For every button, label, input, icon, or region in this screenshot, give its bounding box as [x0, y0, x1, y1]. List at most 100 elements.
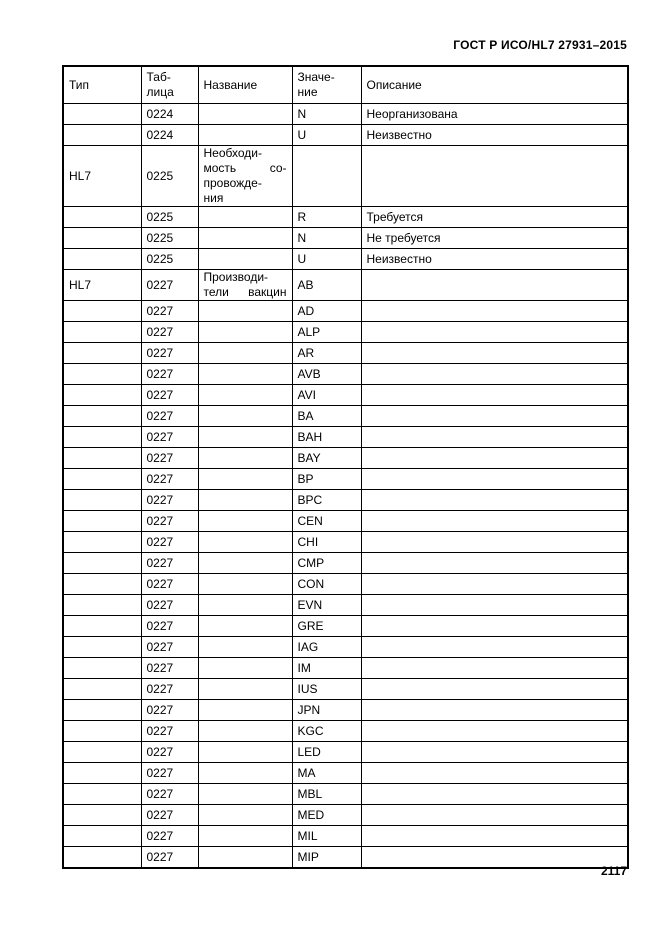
cell-desc: Неизвестно [360, 248, 629, 270]
cell-table: 0227 [140, 573, 199, 595]
cell-type [62, 124, 142, 146]
column-header-description: Описание [360, 65, 629, 104]
cell-name [197, 552, 293, 574]
cell-desc [360, 342, 629, 364]
cell-name [197, 426, 293, 448]
table-row: 0227 AR [62, 342, 629, 364]
cell-desc: Неизвестно [360, 124, 629, 146]
cell-value: IM [291, 657, 362, 679]
cell-desc: Неорганизована [360, 103, 629, 125]
cell-value: MIL [291, 825, 362, 847]
cell-table: 0227 [140, 762, 199, 784]
cell-name [197, 227, 293, 249]
table-row: 0224 N Неорганизована [62, 103, 629, 125]
cell-table: 0227 [140, 269, 199, 301]
table-row: 0227 AVB [62, 363, 629, 385]
cell-value: BA [291, 405, 362, 427]
cell-type [62, 825, 142, 847]
cell-type [62, 248, 142, 270]
cell-type [62, 678, 142, 700]
cell-desc [360, 510, 629, 532]
cell-type [62, 342, 142, 364]
cell-type [62, 363, 142, 385]
cell-name: Производи- тели вакцин [197, 269, 293, 301]
table-row: 0227 CON [62, 573, 629, 595]
cell-table: 0227 [140, 699, 199, 721]
cell-value: KGC [291, 720, 362, 742]
cell-table: 0227 [140, 804, 199, 826]
cell-table: 0225 [140, 145, 199, 207]
cell-name [197, 657, 293, 679]
cell-table: 0227 [140, 741, 199, 763]
table-row: 0227 AVI [62, 384, 629, 406]
cell-table: 0225 [140, 227, 199, 249]
cell-value: CMP [291, 552, 362, 574]
cell-name: Необходи- мость со- провожде- ния [197, 145, 293, 207]
cell-value: BAH [291, 426, 362, 448]
cell-table: 0227 [140, 405, 199, 427]
cell-table: 0227 [140, 342, 199, 364]
table-row: HL7 0227 Производи- тели вакцин AB [62, 269, 629, 301]
cell-name [197, 825, 293, 847]
table-row: 0227 MED [62, 804, 629, 826]
cell-type [62, 300, 142, 322]
cell-desc [360, 720, 629, 742]
cell-table: 0227 [140, 300, 199, 322]
cell-desc [360, 636, 629, 658]
cell-value: IUS [291, 678, 362, 700]
cell-name [197, 405, 293, 427]
table-row: 0227 BP [62, 468, 629, 490]
cell-value: U [291, 248, 362, 270]
cell-table: 0227 [140, 594, 199, 616]
cell-value [291, 145, 362, 207]
page-number: 2117 [600, 864, 627, 878]
cell-name [197, 573, 293, 595]
cell-table: 0227 [140, 846, 199, 869]
cell-name [197, 447, 293, 469]
cell-desc [360, 615, 629, 637]
table-row: 0227 JPN [62, 699, 629, 721]
cell-value: BPC [291, 489, 362, 511]
table-row: 0227 IAG [62, 636, 629, 658]
cell-value: LED [291, 741, 362, 763]
cell-name [197, 636, 293, 658]
cell-table: 0224 [140, 103, 199, 125]
table-row: 0225 U Неизвестно [62, 248, 629, 270]
cell-type [62, 783, 142, 805]
cell-type [62, 206, 142, 228]
cell-value: GRE [291, 615, 362, 637]
cell-table: 0227 [140, 825, 199, 847]
cell-desc [360, 783, 629, 805]
cell-type [62, 699, 142, 721]
cell-type [62, 321, 142, 343]
cell-desc [360, 741, 629, 763]
cell-value: CON [291, 573, 362, 595]
cell-name [197, 124, 293, 146]
cell-desc [360, 678, 629, 700]
cell-table: 0225 [140, 248, 199, 270]
cell-desc [360, 489, 629, 511]
cell-name [197, 783, 293, 805]
table-row: 0227 IUS [62, 678, 629, 700]
cell-name [197, 103, 293, 125]
cell-value: AD [291, 300, 362, 322]
code-values-table: Тип Таб- лица Название Значе- ние Описан… [62, 65, 629, 869]
cell-type [62, 762, 142, 784]
cell-desc [360, 657, 629, 679]
table-header-row: Тип Таб- лица Название Значе- ние Описан… [62, 65, 629, 104]
cell-name [197, 489, 293, 511]
cell-name [197, 720, 293, 742]
cell-table: 0227 [140, 615, 199, 637]
cell-table: 0227 [140, 321, 199, 343]
cell-value: ALP [291, 321, 362, 343]
cell-desc [360, 846, 629, 869]
cell-desc [360, 804, 629, 826]
cell-desc [360, 531, 629, 553]
cell-desc [360, 468, 629, 490]
table-row: 0227 MA [62, 762, 629, 784]
cell-type [62, 615, 142, 637]
cell-value: JPN [291, 699, 362, 721]
cell-table: 0227 [140, 384, 199, 406]
column-header-name: Название [197, 65, 293, 104]
